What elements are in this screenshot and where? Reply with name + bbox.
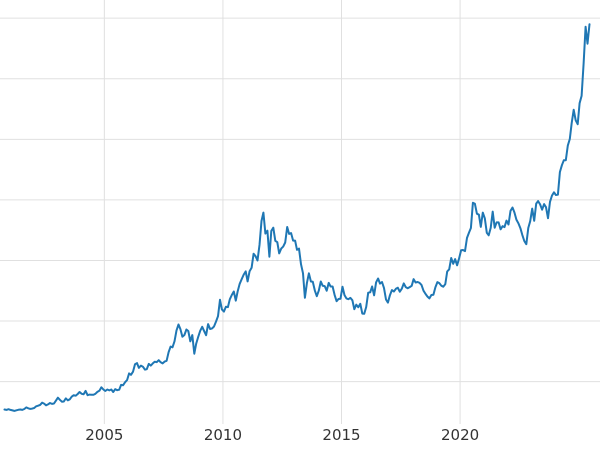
x-tick-label: 2015	[322, 426, 361, 444]
price-series-line	[3, 23, 591, 412]
x-tick-label: 2010	[203, 426, 243, 444]
x-tick-label: 2020	[440, 426, 480, 444]
x-tick-label: 2005	[85, 426, 124, 444]
